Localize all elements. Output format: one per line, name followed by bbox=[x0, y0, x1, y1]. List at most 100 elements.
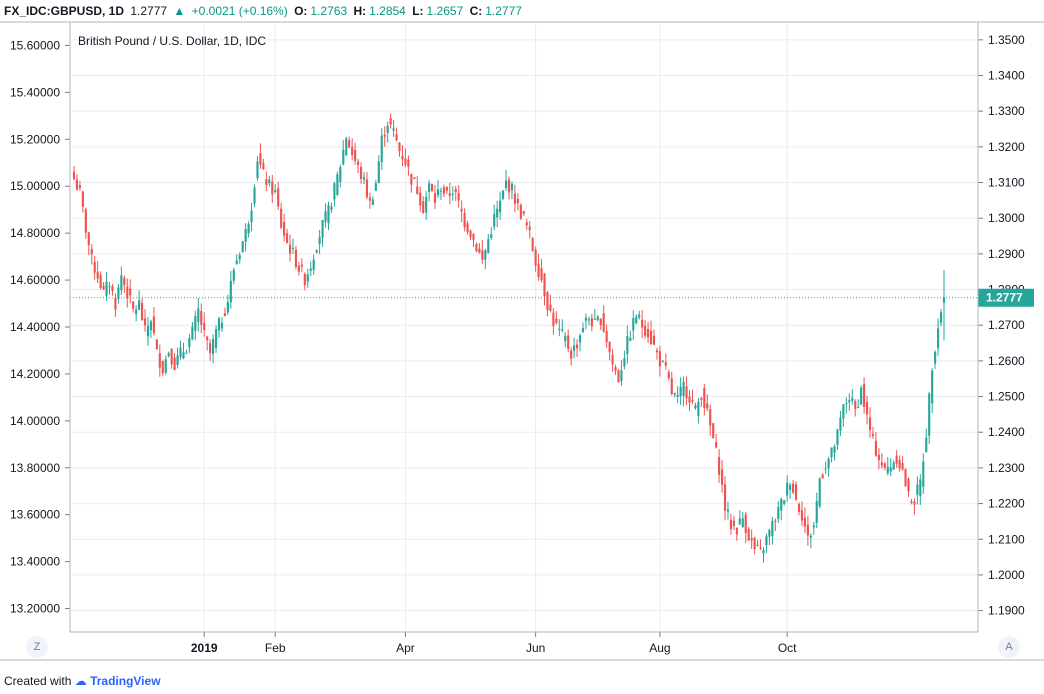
candle-body bbox=[833, 446, 836, 453]
candle-body bbox=[351, 147, 354, 156]
candle-body bbox=[620, 370, 623, 382]
candle-body bbox=[922, 461, 925, 487]
right-tick-label: 1.3300 bbox=[988, 104, 1025, 118]
candle-body bbox=[285, 233, 289, 243]
candle-body bbox=[931, 370, 934, 404]
candle-body bbox=[504, 180, 508, 189]
candle-body bbox=[726, 509, 730, 512]
candle-body bbox=[685, 386, 688, 399]
auto-scale-button[interactable]: A bbox=[998, 636, 1020, 658]
right-tick-label: 1.3200 bbox=[988, 140, 1025, 154]
candle-body bbox=[649, 330, 653, 344]
time-axis[interactable]: 2019 Feb Apr Jun Aug Oct bbox=[191, 632, 797, 655]
last-price: 1.2777 bbox=[130, 4, 168, 18]
candle-body bbox=[487, 239, 490, 254]
candle-body bbox=[564, 335, 567, 342]
last-price-label: 1.2777 bbox=[986, 291, 1023, 305]
candle-body bbox=[185, 352, 188, 354]
footer: Created with ☁ TradingView bbox=[4, 672, 161, 690]
candle-body bbox=[809, 535, 812, 538]
candle-body bbox=[321, 219, 324, 238]
candle-body bbox=[274, 190, 277, 193]
candle-body bbox=[496, 208, 499, 218]
candle-body bbox=[203, 322, 206, 330]
right-tick-label: 1.3500 bbox=[988, 33, 1025, 47]
candle-body bbox=[114, 297, 117, 310]
candle-body bbox=[540, 268, 543, 281]
candle-body bbox=[578, 335, 582, 343]
candle-body bbox=[703, 387, 706, 408]
tradingview-logo-icon[interactable]: ☁ bbox=[74, 674, 87, 688]
candle-body bbox=[395, 134, 398, 141]
right-tick-label: 1.2300 bbox=[988, 461, 1025, 475]
candle-body bbox=[783, 500, 786, 504]
candle-body bbox=[84, 209, 87, 233]
time-tick-label: Apr bbox=[396, 641, 415, 655]
right-tick-label: 1.3100 bbox=[988, 176, 1025, 190]
candle-body bbox=[854, 401, 857, 409]
candle-body bbox=[712, 423, 715, 439]
candle-body bbox=[919, 479, 922, 497]
right-tick-label: 1.2400 bbox=[988, 425, 1025, 439]
candle-body bbox=[641, 319, 644, 328]
candle-body bbox=[502, 190, 505, 199]
candle-body bbox=[688, 396, 691, 403]
left-tick-label: 14.80000 bbox=[10, 226, 60, 240]
candle-body bbox=[874, 440, 878, 456]
candle-body bbox=[345, 138, 348, 155]
right-tick-label: 1.2600 bbox=[988, 354, 1025, 368]
candle-body bbox=[661, 360, 664, 362]
candle-body bbox=[635, 316, 638, 324]
time-tick-label: Feb bbox=[265, 641, 286, 655]
candle-body bbox=[756, 544, 759, 547]
candle-body bbox=[744, 514, 747, 533]
open-value: 1.2763 bbox=[310, 4, 348, 18]
candle-body bbox=[797, 504, 801, 513]
symbol-label[interactable]: FX_IDC:GBPUSD, 1D bbox=[4, 4, 125, 18]
candle-body bbox=[268, 179, 271, 184]
candle-body bbox=[416, 186, 419, 195]
candle-body bbox=[738, 518, 741, 525]
candle-body bbox=[342, 149, 345, 165]
candle-body bbox=[623, 358, 626, 367]
tradingview-brand[interactable]: TradingView bbox=[90, 674, 161, 688]
candle-body bbox=[715, 442, 718, 448]
candle-body bbox=[383, 134, 386, 137]
candle-body bbox=[593, 318, 596, 320]
candle-body bbox=[632, 317, 635, 331]
time-tick-label: Aug bbox=[649, 641, 670, 655]
right-tick-label: 1.2000 bbox=[988, 568, 1025, 582]
candle-body bbox=[916, 484, 919, 495]
candle-body bbox=[87, 232, 90, 246]
candle-body bbox=[765, 536, 768, 545]
candle-body bbox=[794, 484, 798, 500]
candle-body bbox=[212, 339, 215, 354]
candle-body bbox=[655, 350, 659, 353]
candle-body bbox=[359, 167, 363, 179]
candle-body bbox=[892, 462, 895, 470]
candle-body bbox=[611, 354, 614, 365]
candle-body bbox=[842, 404, 845, 419]
candle-body bbox=[294, 249, 298, 267]
zoom-toggle-button[interactable]: Z bbox=[26, 636, 48, 658]
candle-body bbox=[709, 409, 712, 426]
right-tick-label: 1.2200 bbox=[988, 497, 1025, 511]
candle-body bbox=[629, 337, 632, 341]
candle-body bbox=[280, 208, 283, 228]
candle-body bbox=[851, 397, 854, 402]
candle-body bbox=[451, 193, 454, 195]
candle-body bbox=[200, 310, 203, 325]
candle-body bbox=[706, 403, 709, 409]
candle-body bbox=[404, 158, 407, 165]
close-label: C: bbox=[469, 4, 483, 18]
candle-body bbox=[608, 341, 611, 353]
candle-body bbox=[718, 457, 721, 475]
right-price-axis[interactable]: 1.3500 1.3400 1.3300 1.3200 1.3100 1.3000 1.29… bbox=[978, 33, 1025, 618]
left-tick-label: 14.60000 bbox=[10, 273, 60, 287]
candle-body bbox=[357, 161, 360, 165]
candle-body bbox=[336, 174, 339, 195]
candle-body bbox=[117, 287, 120, 299]
candle-body bbox=[942, 297, 946, 303]
